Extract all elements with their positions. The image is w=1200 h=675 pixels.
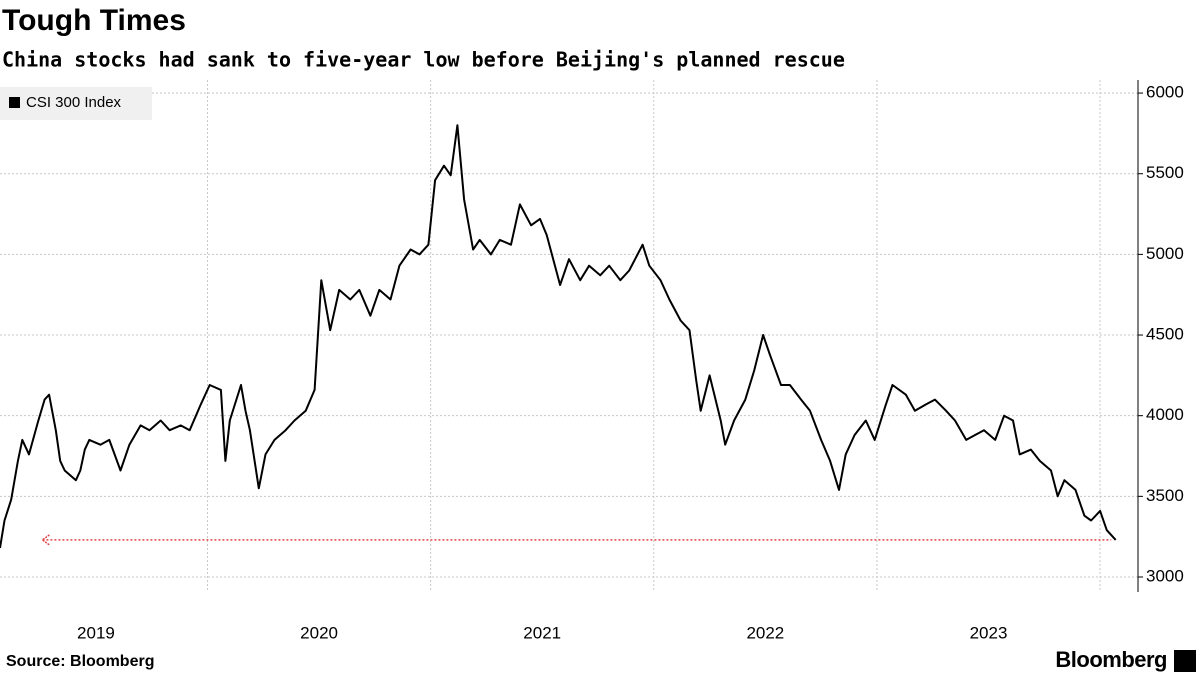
x-tick-label: 2020 <box>300 623 338 642</box>
y-tick-label: 3000 <box>1146 566 1184 585</box>
source: Source: Bloomberg <box>6 653 154 670</box>
chart-subtitle: China stocks had sank to five-year low b… <box>2 48 845 72</box>
x-tick-label: 2019 <box>77 623 115 642</box>
y-tick-label: 5500 <box>1146 163 1184 182</box>
y-tick-label: 5000 <box>1146 244 1184 263</box>
x-tick-label: 2021 <box>523 623 561 642</box>
y-tick-label: 6000 <box>1146 83 1184 102</box>
legend-label: CSI 300 Index <box>26 94 122 111</box>
x-tick-label: 2023 <box>970 623 1008 642</box>
line-series <box>0 124 1117 549</box>
chart-title: Tough Times <box>2 4 186 37</box>
brand: Bloomberg <box>1055 647 1167 672</box>
x-tick-label: 2022 <box>746 623 784 642</box>
y-tick-label: 4000 <box>1146 405 1184 424</box>
brand-icon <box>1174 650 1196 672</box>
legend-swatch <box>9 97 20 108</box>
y-tick-label: 4500 <box>1146 325 1184 344</box>
y-tick-label: 3500 <box>1146 486 1184 505</box>
legend-box <box>0 87 152 120</box>
